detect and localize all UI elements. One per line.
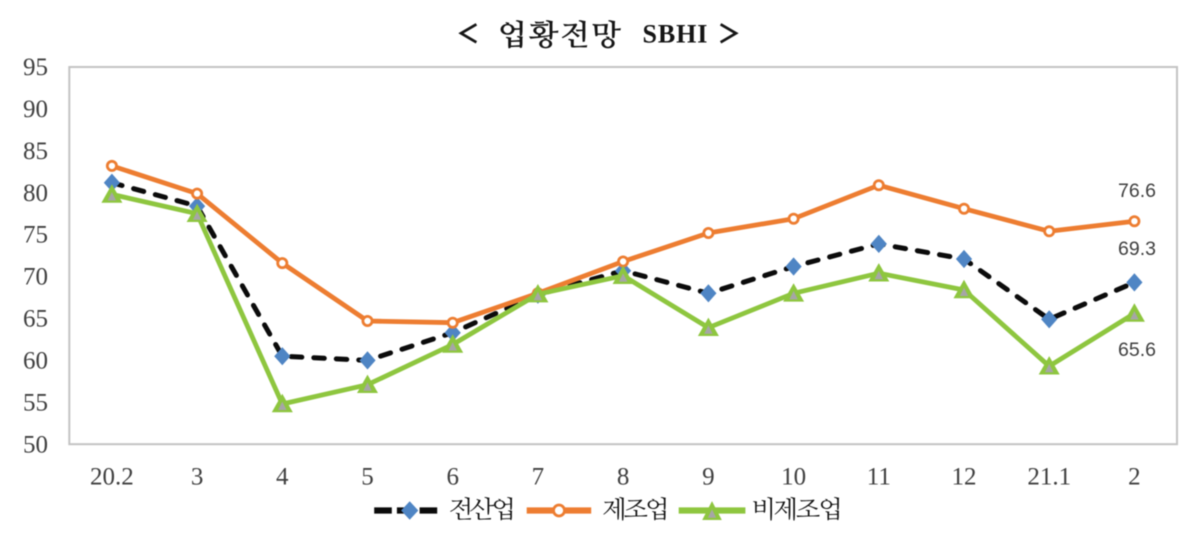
- svg-text:21.1: 21.1: [1027, 464, 1071, 491]
- svg-text:90: 90: [23, 96, 48, 123]
- svg-text:10: 10: [781, 464, 806, 491]
- svg-text:7: 7: [532, 464, 545, 491]
- svg-text:9: 9: [702, 464, 715, 491]
- svg-text:85: 85: [23, 138, 48, 165]
- svg-text:20.2: 20.2: [90, 464, 134, 491]
- svg-text:5: 5: [361, 464, 374, 491]
- svg-text:80: 80: [23, 180, 48, 207]
- svg-text:60: 60: [23, 348, 48, 375]
- svg-text:6: 6: [446, 464, 459, 491]
- svg-text:50: 50: [23, 431, 48, 458]
- svg-text:55: 55: [23, 389, 48, 416]
- svg-text:2: 2: [1128, 464, 1141, 491]
- svg-text:3: 3: [191, 464, 204, 491]
- svg-text:95: 95: [23, 54, 48, 81]
- svg-text:SBHI: SBHI: [643, 20, 709, 49]
- svg-text:75: 75: [23, 222, 48, 249]
- svg-text:70: 70: [23, 264, 48, 291]
- svg-text:76.6: 76.6: [1118, 180, 1156, 202]
- svg-text:8: 8: [617, 464, 630, 491]
- svg-text:11: 11: [867, 464, 891, 491]
- svg-text:65: 65: [23, 306, 48, 333]
- svg-text:4: 4: [276, 464, 289, 491]
- svg-text:69.3: 69.3: [1118, 238, 1156, 260]
- svg-text:65.6: 65.6: [1118, 339, 1156, 361]
- svg-text:12: 12: [952, 464, 977, 491]
